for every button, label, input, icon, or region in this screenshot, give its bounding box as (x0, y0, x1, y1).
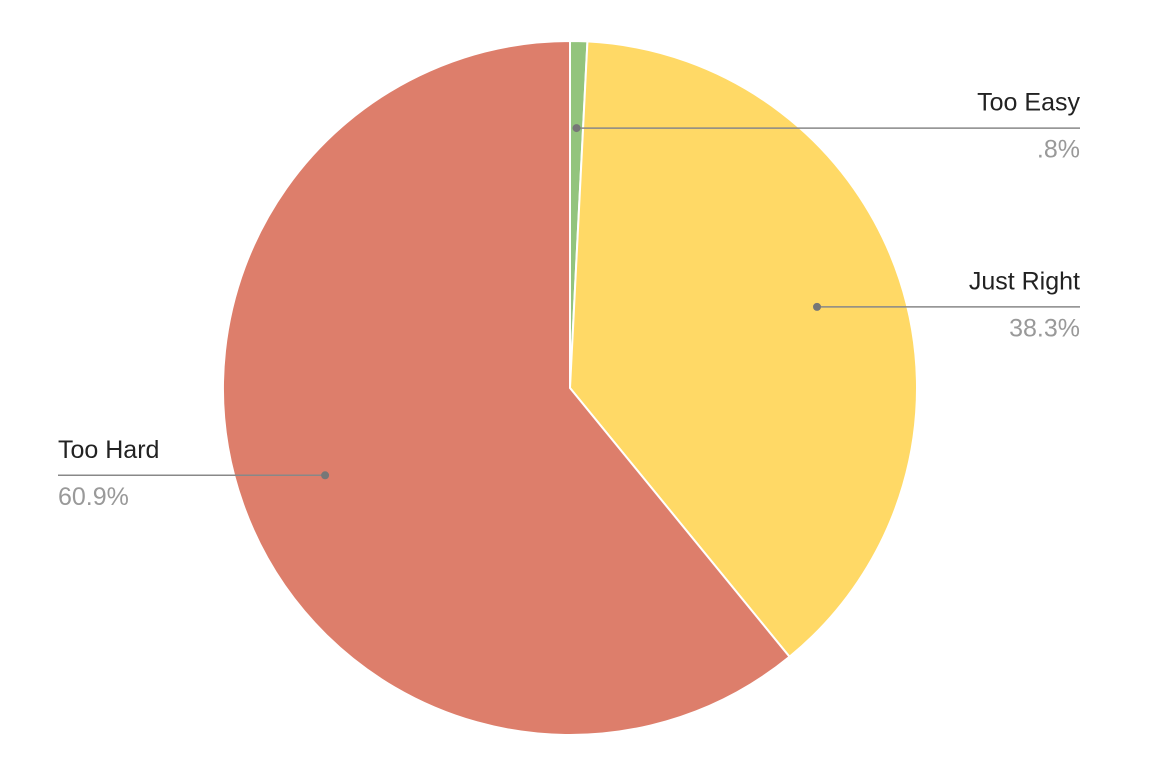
leader-dot (572, 124, 581, 133)
slice-label: Too Easy (977, 89, 1080, 117)
slice-value-label: 60.9% (58, 483, 129, 511)
slice-value-label: 38.3% (1009, 314, 1080, 342)
pie-slice (568, 40, 918, 659)
slice-value-label: .8% (1037, 136, 1080, 164)
pie-slice (222, 39, 791, 736)
slice-label: Too Hard (58, 436, 159, 464)
slice-label: Just Right (969, 267, 1080, 295)
leader-dot (321, 471, 330, 480)
leader-dot (813, 302, 822, 311)
